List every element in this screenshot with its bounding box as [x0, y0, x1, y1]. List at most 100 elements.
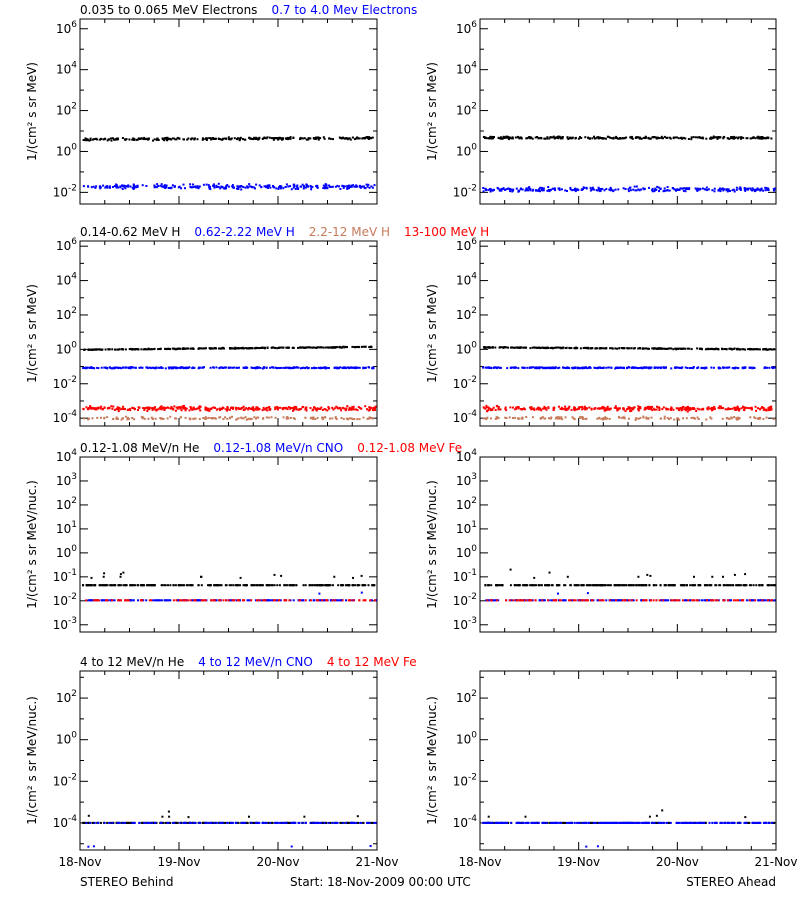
data-point: [242, 821, 245, 824]
data-point: [311, 409, 314, 412]
y-axis-label: 1/(cm² s sr MeV/nuc.): [25, 480, 39, 609]
data-point: [269, 366, 272, 369]
data-point: [176, 407, 179, 410]
data-point: [99, 348, 102, 351]
data-point: [219, 416, 222, 419]
data-point: [93, 348, 96, 351]
data-point: [558, 346, 561, 349]
data-point: [197, 186, 200, 189]
data-point: [684, 366, 687, 369]
data-point: [327, 821, 330, 824]
data-point: [654, 347, 657, 350]
data-point: [341, 367, 344, 369]
data-point: [737, 599, 740, 602]
data-point: [232, 821, 235, 824]
data-point: [155, 186, 158, 189]
data-point: [637, 367, 640, 370]
data-point: [300, 367, 302, 370]
data-point: [231, 599, 234, 602]
data-point: [164, 347, 167, 350]
data-point: [122, 584, 125, 587]
data-point: [111, 407, 114, 410]
data-point: [599, 136, 601, 139]
data-point: [489, 187, 492, 190]
data-point: [280, 185, 282, 188]
data-point: [733, 406, 736, 409]
data-point: [239, 584, 241, 587]
data-point: [540, 409, 543, 412]
data-point: [658, 347, 661, 350]
data-point: [748, 584, 751, 587]
y-tick-label: 102: [56, 102, 77, 118]
data-point: [574, 599, 577, 602]
data-point: [534, 599, 537, 602]
data-point: [157, 348, 160, 351]
data-point: [192, 183, 194, 186]
data-point-outlier: [566, 575, 569, 578]
data-point: [145, 366, 148, 369]
data-point-outlier: [200, 575, 203, 578]
data-point: [643, 584, 646, 587]
data-point: [520, 136, 523, 139]
data-point: [251, 186, 254, 188]
data-point: [84, 367, 87, 370]
data-point: [489, 190, 492, 193]
data-point: [574, 367, 577, 369]
data-point: [595, 584, 598, 587]
data-point: [522, 346, 525, 349]
data-point: [669, 407, 672, 410]
data-point: [695, 188, 698, 191]
data-point: [350, 366, 352, 369]
data-point: [92, 599, 95, 602]
data-point: [129, 185, 132, 188]
data-point: [147, 417, 150, 420]
data-point: [617, 188, 620, 191]
data-point: [228, 366, 231, 369]
data-point: [179, 367, 182, 370]
data-point: [322, 187, 325, 189]
data-point: [265, 584, 268, 587]
data-point: [729, 190, 731, 192]
data-point: [534, 136, 537, 139]
data-point: [269, 186, 272, 189]
data-point: [134, 584, 137, 587]
data-point: [257, 347, 260, 350]
data-point: [368, 409, 371, 412]
y-tick-label: 102: [56, 496, 77, 512]
data-point: [137, 137, 140, 140]
data-point: [498, 366, 501, 369]
data-point: [155, 409, 158, 412]
data-point: [277, 346, 280, 349]
data-point: [215, 821, 218, 824]
data-point: [639, 366, 642, 369]
data-point: [95, 137, 98, 140]
data-point: [323, 137, 326, 140]
data-point: [187, 599, 190, 602]
data-point: [600, 137, 603, 140]
data-point: [736, 416, 739, 419]
data-point: [367, 584, 370, 587]
data-point: [292, 599, 295, 602]
data-point: [119, 584, 122, 587]
data-point: [254, 417, 257, 420]
data-point: [176, 406, 179, 409]
data-point: [177, 406, 180, 409]
legend-entry: 0.035 to 0.065 MeV Electrons: [80, 3, 257, 17]
data-point: [550, 599, 553, 602]
data-point: [605, 188, 608, 190]
data-point: [514, 416, 517, 419]
data-point: [543, 137, 546, 140]
data-point: [101, 599, 104, 602]
data-point: [205, 183, 208, 186]
data-point: [148, 408, 151, 411]
data-point: [687, 599, 690, 602]
data-point: [191, 347, 194, 350]
data-point: [229, 138, 232, 141]
data-point: [142, 416, 145, 419]
data-point: [658, 407, 661, 410]
data-point: [725, 188, 728, 191]
data-point: [194, 417, 197, 420]
data-point: [334, 599, 337, 602]
data-point: [166, 137, 169, 140]
